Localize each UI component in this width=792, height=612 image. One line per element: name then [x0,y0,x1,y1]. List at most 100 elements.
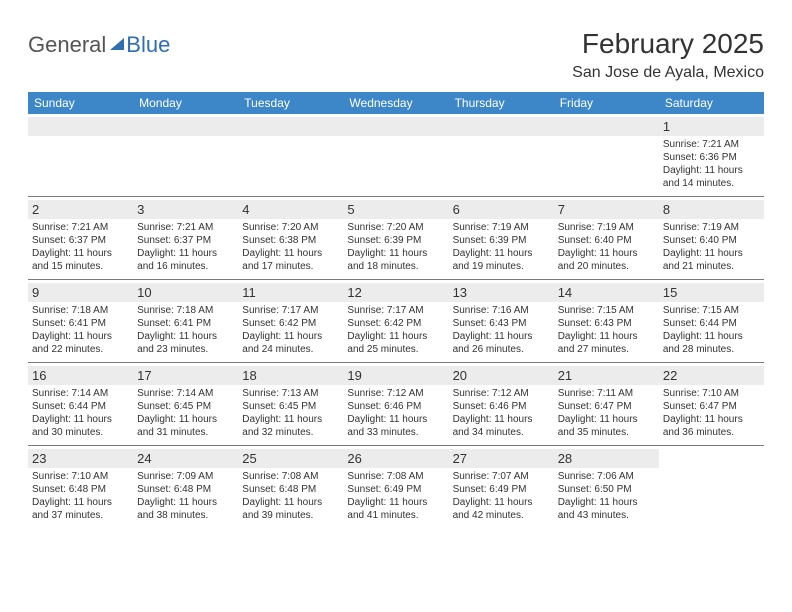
day-number: 18 [238,366,343,385]
day-details: Sunrise: 7:20 AMSunset: 6:39 PMDaylight:… [347,221,444,273]
title-month: February 2025 [572,28,764,60]
day-cell: 1 Sunrise: 7:21 AMSunset: 6:36 PMDaylight… [659,114,764,196]
day-details: Sunrise: 7:13 AMSunset: 6:45 PMDaylight:… [242,387,339,439]
empty-strip [449,117,554,136]
day-number: 17 [133,366,238,385]
day-details: Sunrise: 7:21 AMSunset: 6:36 PMDaylight:… [663,138,760,190]
day-cell: 5 Sunrise: 7:20 AMSunset: 6:39 PMDaylight… [343,197,448,279]
day-number: 24 [133,449,238,468]
day-cell: 22Sunrise: 7:10 AMSunset: 6:47 PMDayligh… [659,363,764,445]
weekday-label: Thursday [449,92,554,114]
day-number: 1 [659,117,764,136]
day-details: Sunrise: 7:12 AMSunset: 6:46 PMDaylight:… [453,387,550,439]
empty-cell [449,114,554,196]
day-cell: 9 Sunrise: 7:18 AMSunset: 6:41 PMDaylight… [28,280,133,362]
day-details: Sunrise: 7:07 AMSunset: 6:49 PMDaylight:… [453,470,550,522]
day-cell: 3Sunrise: 7:21 AMSunset: 6:37 PMDaylight… [133,197,238,279]
day-number: 26 [343,449,448,468]
day-details: Sunrise: 7:11 AMSunset: 6:47 PMDaylight:… [558,387,655,439]
day-number: 25 [238,449,343,468]
header: General Blue February 2025 San Jose de A… [28,28,764,82]
day-cell: 2 Sunrise: 7:21 AMSunset: 6:37 PMDaylight… [28,197,133,279]
weekday-label: Tuesday [238,92,343,114]
empty-strip [238,117,343,136]
day-details: Sunrise: 7:17 AMSunset: 6:42 PMDaylight:… [347,304,444,356]
day-details: Sunrise: 7:21 AMSunset: 6:37 PMDaylight:… [32,221,129,273]
empty-strip [133,117,238,136]
day-cell: 4 Sunrise: 7:20 AMSunset: 6:38 PMDaylight… [238,197,343,279]
empty-strip [554,117,659,136]
weekday-header: SundayMondayTuesdayWednesdayThursdayFrid… [28,92,764,114]
day-number: 11 [238,283,343,302]
week-row: 2Sunrise: 7:21 AMSunset: 6:37 PMDaylight… [28,196,764,279]
day-cell: 20Sunrise: 7:12 AMSunset: 6:46 PMDayligh… [449,363,554,445]
day-number: 8 [659,200,764,219]
day-number: 2 [28,200,133,219]
logo-text-1: General [28,32,106,58]
day-number: 10 [133,283,238,302]
day-number: 28 [554,449,659,468]
day-number: 12 [343,283,448,302]
day-details: Sunrise: 7:15 AMSunset: 6:43 PMDaylight:… [558,304,655,356]
weekday-label: Saturday [659,92,764,114]
day-details: Sunrise: 7:17 AMSunset: 6:42 PMDaylight:… [242,304,339,356]
day-number: 5 [343,200,448,219]
week-row: 16Sunrise: 7:14 AMSunset: 6:44 PMDayligh… [28,362,764,445]
weekday-label: Friday [554,92,659,114]
day-cell: 23 Sunrise: 7:10 AMSunset: 6:48 PMDayligh… [28,446,133,528]
day-number: 15 [659,283,764,302]
day-cell: 12 Sunrise: 7:17 AMSunset: 6:42 PMDayligh… [343,280,448,362]
day-cell: 8 Sunrise: 7:19 AMSunset: 6:40 PMDaylight… [659,197,764,279]
day-number: 7 [554,200,659,219]
day-details: Sunrise: 7:20 AMSunset: 6:38 PMDaylight:… [242,221,339,273]
day-cell: 16Sunrise: 7:14 AMSunset: 6:44 PMDayligh… [28,363,133,445]
day-details: Sunrise: 7:12 AMSunset: 6:46 PMDaylight:… [347,387,444,439]
day-number: 27 [449,449,554,468]
weekday-label: Monday [133,92,238,114]
day-details: Sunrise: 7:19 AMSunset: 6:40 PMDaylight:… [663,221,760,273]
week-row: 1 Sunrise: 7:21 AMSunset: 6:36 PMDaylight… [28,114,764,196]
day-number: 4 [238,200,343,219]
day-details: Sunrise: 7:21 AMSunset: 6:37 PMDaylight:… [137,221,234,273]
day-number: 14 [554,283,659,302]
day-number: 9 [28,283,133,302]
day-cell: 13Sunrise: 7:16 AMSunset: 6:43 PMDayligh… [449,280,554,362]
day-details: Sunrise: 7:18 AMSunset: 6:41 PMDaylight:… [137,304,234,356]
day-details: Sunrise: 7:14 AMSunset: 6:44 PMDaylight:… [32,387,129,439]
day-number: 23 [28,449,133,468]
day-cell: 14 Sunrise: 7:15 AMSunset: 6:43 PMDayligh… [554,280,659,362]
logo: General Blue [28,32,170,58]
day-number: 22 [659,366,764,385]
day-details: Sunrise: 7:08 AMSunset: 6:48 PMDaylight:… [242,470,339,522]
empty-cell [133,114,238,196]
day-details: Sunrise: 7:19 AMSunset: 6:40 PMDaylight:… [558,221,655,273]
day-cell: 11 Sunrise: 7:17 AMSunset: 6:42 PMDayligh… [238,280,343,362]
week-row: 9Sunrise: 7:18 AMSunset: 6:41 PMDaylight… [28,279,764,362]
day-cell: 25 Sunrise: 7:08 AMSunset: 6:48 PMDayligh… [238,446,343,528]
day-cell: 10 Sunrise: 7:18 AMSunset: 6:41 PMDayligh… [133,280,238,362]
day-details: Sunrise: 7:14 AMSunset: 6:45 PMDaylight:… [137,387,234,439]
day-cell: 27 Sunrise: 7:07 AMSunset: 6:49 PMDayligh… [449,446,554,528]
day-details: Sunrise: 7:18 AMSunset: 6:41 PMDaylight:… [32,304,129,356]
day-details: Sunrise: 7:08 AMSunset: 6:49 PMDaylight:… [347,470,444,522]
empty-cell [28,114,133,196]
week-row: 23 Sunrise: 7:10 AMSunset: 6:48 PMDayligh… [28,445,764,528]
day-number: 13 [449,283,554,302]
empty-cell [554,114,659,196]
day-details: Sunrise: 7:15 AMSunset: 6:44 PMDaylight:… [663,304,760,356]
day-cell: 21Sunrise: 7:11 AMSunset: 6:47 PMDayligh… [554,363,659,445]
day-details: Sunrise: 7:06 AMSunset: 6:50 PMDaylight:… [558,470,655,522]
title-location: San Jose de Ayala, Mexico [572,64,764,82]
calendar: SundayMondayTuesdayWednesdayThursdayFrid… [28,92,764,528]
day-cell: 17 Sunrise: 7:14 AMSunset: 6:45 PMDayligh… [133,363,238,445]
weekday-label: Sunday [28,92,133,114]
empty-cell [238,114,343,196]
logo-text-2: Blue [126,32,170,58]
day-details: Sunrise: 7:09 AMSunset: 6:48 PMDaylight:… [137,470,234,522]
day-details: Sunrise: 7:10 AMSunset: 6:48 PMDaylight:… [32,470,129,522]
day-cell: 6Sunrise: 7:19 AMSunset: 6:39 PMDaylight… [449,197,554,279]
day-cell: 15 Sunrise: 7:15 AMSunset: 6:44 PMDayligh… [659,280,764,362]
empty-cell [343,114,448,196]
weekday-label: Wednesday [343,92,448,114]
logo-mark-icon [110,38,124,50]
